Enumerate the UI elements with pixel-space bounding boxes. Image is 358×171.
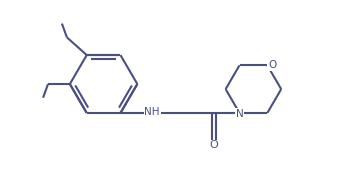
Text: O: O [268, 60, 276, 70]
Text: O: O [209, 140, 218, 150]
Text: NH: NH [145, 107, 160, 117]
Text: N: N [236, 109, 243, 119]
